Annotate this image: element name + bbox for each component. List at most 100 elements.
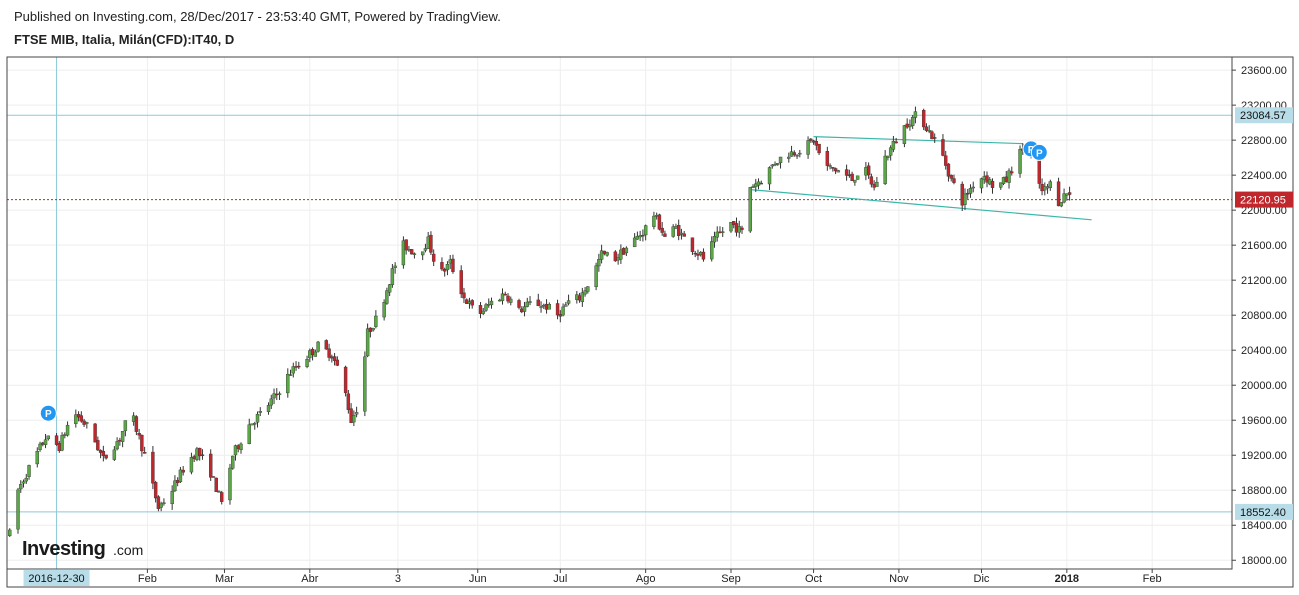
candle[interactable] [701, 248, 706, 262]
candle[interactable] [330, 354, 334, 363]
candle[interactable] [231, 455, 235, 470]
candle[interactable] [949, 174, 953, 182]
candle[interactable] [390, 263, 395, 288]
candle[interactable] [294, 361, 298, 371]
candle[interactable] [894, 137, 898, 144]
candle[interactable] [509, 296, 513, 306]
candle[interactable] [178, 466, 183, 483]
candle[interactable] [335, 356, 340, 367]
candle[interactable] [718, 226, 722, 234]
candle[interactable] [305, 355, 309, 369]
candle[interactable] [594, 262, 598, 291]
candle[interactable] [789, 145, 794, 157]
candle[interactable] [503, 291, 507, 296]
candle[interactable] [484, 302, 488, 312]
candle[interactable] [288, 369, 293, 376]
candle[interactable] [558, 310, 563, 323]
candle[interactable] [368, 327, 373, 338]
candle[interactable] [979, 177, 984, 194]
candle[interactable] [426, 231, 430, 250]
candle[interactable] [1010, 166, 1014, 176]
candle[interactable] [8, 528, 12, 538]
candle[interactable] [522, 301, 527, 317]
candle[interactable] [467, 297, 472, 309]
candle[interactable] [308, 348, 312, 363]
candle[interactable] [575, 291, 579, 304]
candle[interactable] [924, 123, 929, 133]
candle[interactable] [98, 449, 103, 459]
candle[interactable] [756, 178, 761, 190]
candle[interactable] [564, 302, 568, 307]
candle[interactable] [478, 302, 483, 319]
candle[interactable] [809, 138, 813, 143]
candle[interactable] [968, 184, 973, 198]
candle[interactable] [140, 434, 144, 457]
candle[interactable] [327, 343, 331, 362]
candle[interactable] [621, 247, 626, 255]
candle[interactable] [404, 239, 408, 255]
candle[interactable] [632, 233, 637, 248]
candle[interactable] [542, 303, 546, 310]
candle[interactable] [104, 454, 108, 460]
candle[interactable] [844, 164, 849, 181]
candle[interactable] [228, 463, 232, 505]
candle[interactable] [429, 231, 433, 256]
candle[interactable] [1018, 145, 1022, 178]
candle[interactable] [352, 410, 356, 427]
candle[interactable] [767, 166, 772, 190]
candle[interactable] [310, 347, 315, 361]
candle[interactable] [798, 149, 802, 158]
candle[interactable] [676, 219, 681, 241]
candle[interactable] [770, 163, 774, 169]
candle[interactable] [170, 485, 174, 510]
candle[interactable] [365, 323, 370, 358]
candle[interactable] [21, 479, 26, 488]
candle[interactable] [908, 119, 912, 131]
candle[interactable] [660, 222, 664, 236]
trendline[interactable] [813, 136, 1023, 145]
candle[interactable] [266, 402, 271, 415]
candle[interactable] [498, 298, 502, 302]
candle[interactable] [137, 428, 141, 440]
candle[interactable] [1059, 202, 1064, 208]
candle[interactable] [833, 167, 838, 175]
candle[interactable] [864, 161, 868, 181]
candle[interactable] [24, 473, 28, 484]
candle[interactable] [65, 421, 70, 437]
candle[interactable] [324, 339, 329, 350]
candle[interactable] [200, 449, 205, 460]
candle[interactable] [255, 411, 260, 428]
candle[interactable] [420, 251, 425, 261]
candle[interactable] [93, 422, 97, 443]
candle[interactable] [1007, 168, 1011, 189]
candle[interactable] [382, 299, 386, 321]
candle[interactable] [43, 433, 48, 449]
candle[interactable] [990, 178, 995, 194]
candle[interactable] [101, 445, 106, 462]
candle[interactable] [448, 255, 452, 270]
candle[interactable] [385, 287, 389, 305]
candle[interactable] [905, 118, 909, 129]
candle[interactable] [946, 163, 951, 182]
candle[interactable] [46, 435, 50, 441]
candle[interactable] [795, 154, 799, 159]
candle[interactable] [682, 230, 686, 237]
candle[interactable] [811, 139, 816, 145]
candle[interactable] [985, 171, 989, 188]
candle[interactable] [693, 250, 697, 258]
candle[interactable] [313, 349, 318, 357]
candle[interactable] [297, 361, 301, 370]
candle[interactable] [173, 475, 177, 493]
candle[interactable] [517, 298, 521, 310]
candle[interactable] [363, 351, 367, 417]
candle[interactable] [960, 181, 964, 212]
candle[interactable] [156, 495, 161, 512]
candle[interactable] [776, 163, 780, 166]
candle[interactable] [57, 440, 62, 453]
candle[interactable] [930, 130, 934, 140]
candle[interactable] [817, 143, 821, 156]
candle[interactable] [539, 301, 543, 313]
candle[interactable] [520, 306, 524, 314]
candle[interactable] [583, 287, 587, 297]
